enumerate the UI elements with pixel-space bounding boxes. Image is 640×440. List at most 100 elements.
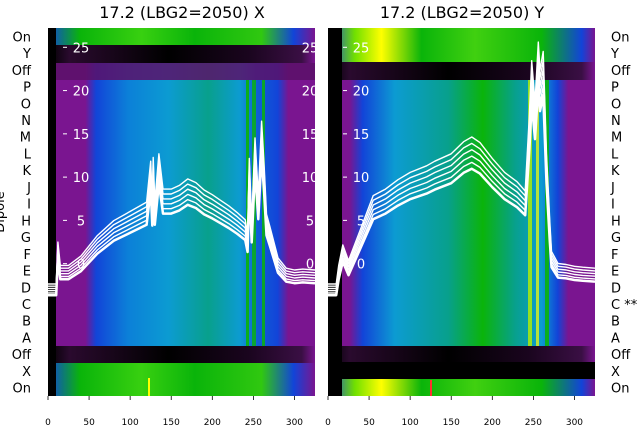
row-label: Off: [12, 348, 32, 363]
x-tick-label: 0: [45, 418, 51, 428]
x-axis-x: [48, 396, 315, 397]
x-tick-label: 300: [286, 418, 303, 428]
overlay-tick-label: 15: [353, 128, 370, 143]
row-label: On: [611, 30, 629, 45]
row-label: B: [611, 315, 620, 330]
x-tick-label: 50: [363, 418, 375, 428]
row-label: Off: [611, 64, 631, 79]
heatmap-spot: [430, 380, 432, 396]
x-tick-label: 100: [402, 418, 419, 428]
profile-line: [48, 120, 315, 285]
row-label: D: [21, 281, 31, 296]
row-label: O: [21, 97, 31, 112]
x-ticks-y: 0 50 100 150 200 250 300: [325, 396, 583, 428]
heatmap-row-on-bottom: [328, 379, 595, 396]
row-label: A: [611, 332, 620, 347]
x-tick-label: 200: [484, 418, 501, 428]
overlay-tick-label: 10: [353, 171, 370, 186]
heatmap-stripe: [262, 80, 265, 346]
row-label: I: [611, 198, 615, 213]
row-label: J: [610, 181, 615, 196]
overlay-tick-label: 20: [302, 85, 319, 100]
row-label: A: [22, 332, 31, 347]
overlay-tick-label: 25: [73, 41, 90, 56]
overlay-tick-label: 25: [302, 41, 319, 56]
y-axis-label: Dipole: [0, 191, 8, 232]
row-label: F: [611, 248, 618, 263]
overlay-tick-label: 5: [357, 214, 365, 229]
x-tick-label: 0: [325, 418, 331, 428]
row-label: Y: [610, 47, 619, 62]
row-label: X: [611, 365, 620, 380]
row-label: J: [26, 181, 31, 196]
row-label: Off: [12, 64, 32, 79]
heatmap-row-on-top: [48, 28, 315, 45]
heatmap-left-edge: [48, 28, 56, 396]
row-label: L: [24, 148, 32, 163]
x-tick-label: 50: [83, 418, 95, 428]
heatmap-row-off-bottom: [328, 346, 595, 362]
row-label: K: [611, 164, 620, 179]
x-tick-label: 250: [245, 418, 262, 428]
x-tick-label: 150: [163, 418, 180, 428]
heatmap-row-x-dark: [328, 362, 595, 379]
overlay-tick-label: 15: [73, 128, 90, 143]
row-label: G: [611, 231, 621, 246]
heatmap-stripe: [536, 80, 539, 346]
row-label: P: [23, 81, 31, 96]
heatmap-row-off-top: [48, 63, 315, 80]
x-tick-label: 200: [204, 418, 221, 428]
x-tick-label: 100: [122, 418, 139, 428]
overlay-tick-label: 0: [357, 258, 365, 273]
heatmap-row-y-dark: [48, 45, 315, 63]
chart-title-x: 17.2 (LBG2=2050) X: [99, 3, 265, 22]
heatmap-y: 0 5 10 15 20 25: [328, 28, 595, 396]
x-tick-label: 300: [566, 418, 583, 428]
row-label: Off: [611, 348, 631, 363]
overlay-tick-label: 0: [306, 258, 314, 273]
overlay-tick-label: 10: [73, 171, 90, 186]
heatmap-row-on-bottom: [48, 363, 315, 396]
row-label: H: [611, 214, 621, 229]
row-label: On: [13, 382, 31, 397]
row-label: O: [611, 97, 621, 112]
x-tick-label: 250: [525, 418, 542, 428]
overlay-yticks-y: 0 5 10 15 20 25: [343, 41, 370, 273]
row-label: E: [611, 265, 619, 280]
row-label: Y: [22, 47, 31, 62]
row-label: K: [22, 164, 31, 179]
overlay-tick-label: 10: [302, 171, 319, 186]
row-label: I: [27, 198, 31, 213]
row-label: N: [21, 114, 31, 129]
profile-line: [328, 41, 595, 285]
panel-x: 17.2 (LBG2=2050) X Dipole OnXOffABCDEFGH…: [0, 3, 319, 428]
overlay-tick-label: 15: [302, 128, 319, 143]
row-label: C **: [611, 298, 638, 313]
x-ticks-x: 0 50 100 150 200 250 300: [45, 396, 303, 428]
heatmap-body: [48, 28, 315, 396]
heatmap-row-off-bottom: [48, 346, 315, 363]
overlay-tick-label: 20: [353, 85, 370, 100]
row-label: N: [611, 114, 621, 129]
overlay-tick-label: 5: [77, 214, 85, 229]
heatmap-row-on-top: [328, 28, 595, 62]
row-label: D: [611, 281, 621, 296]
overlay-tick-label: 25: [353, 41, 370, 56]
chart-title-y: 17.2 (LBG2=2050) Y: [380, 3, 545, 22]
overlay-tick-label: 5: [306, 214, 314, 229]
row-label: M: [611, 131, 622, 146]
row-label: C: [22, 298, 31, 313]
heatmap-stripe: [528, 80, 532, 346]
row-label: B: [22, 315, 31, 330]
row-label: F: [24, 248, 31, 263]
row-label: M: [20, 131, 31, 146]
heatmap-spot: [148, 378, 150, 396]
row-label: G: [21, 231, 31, 246]
heatmap-left-edge: [328, 28, 342, 396]
row-label: P: [611, 81, 619, 96]
